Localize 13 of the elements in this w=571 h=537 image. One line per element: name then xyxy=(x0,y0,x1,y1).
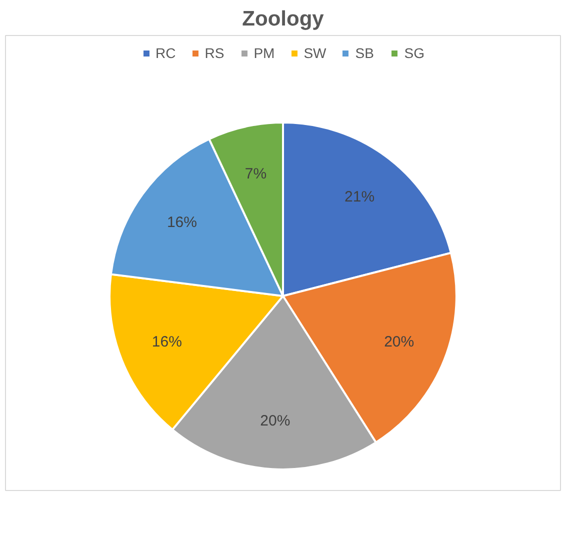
data-label: 20% xyxy=(260,412,290,430)
legend-label: SG xyxy=(404,45,425,61)
legend-label: PM xyxy=(254,45,275,61)
data-label: 16% xyxy=(152,334,182,351)
legend-label: SB xyxy=(355,45,375,61)
data-label: 16% xyxy=(166,214,197,231)
legend-label: RS xyxy=(204,45,225,61)
data-label: 21% xyxy=(344,188,375,206)
legend-label: RC xyxy=(155,45,176,61)
data-label: 7% xyxy=(244,165,267,182)
chart-title: Zoology xyxy=(242,8,324,30)
legend-label: SW xyxy=(304,45,326,61)
data-label: 20% xyxy=(384,334,414,351)
